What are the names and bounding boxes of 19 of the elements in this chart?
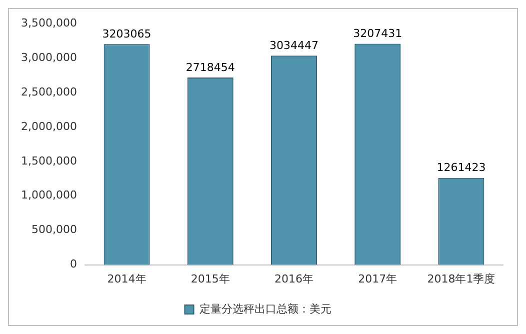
x-tick-label: 2017年: [358, 272, 398, 286]
data-label: 1261423: [436, 161, 486, 174]
x-tick-label: 2016年: [274, 272, 314, 286]
y-tick-label: 3,500,000: [21, 16, 77, 30]
y-tick-label: 2,000,000: [21, 120, 77, 133]
y-tick-label: 500,000: [31, 223, 77, 236]
y-tick-label: 2,500,000: [21, 85, 77, 98]
data-label: 3207431: [353, 27, 402, 40]
y-tick-label: 1,000,000: [21, 188, 77, 202]
x-tick-label: 2018年1季度: [427, 272, 496, 286]
x-tick-label: 2015年: [190, 272, 230, 286]
y-tick-label: 1,500,000: [21, 154, 77, 168]
y-tick-label: 0: [70, 258, 77, 271]
legend-label: 定量分选秤出口总额：美元: [199, 302, 332, 316]
data-label: 3034447: [269, 39, 318, 52]
data-label: 3203065: [102, 27, 152, 40]
x-tick-label: 2014年: [107, 272, 146, 286]
y-tick-label: 3,000,000: [21, 50, 77, 64]
data-label: 2718454: [186, 60, 235, 74]
